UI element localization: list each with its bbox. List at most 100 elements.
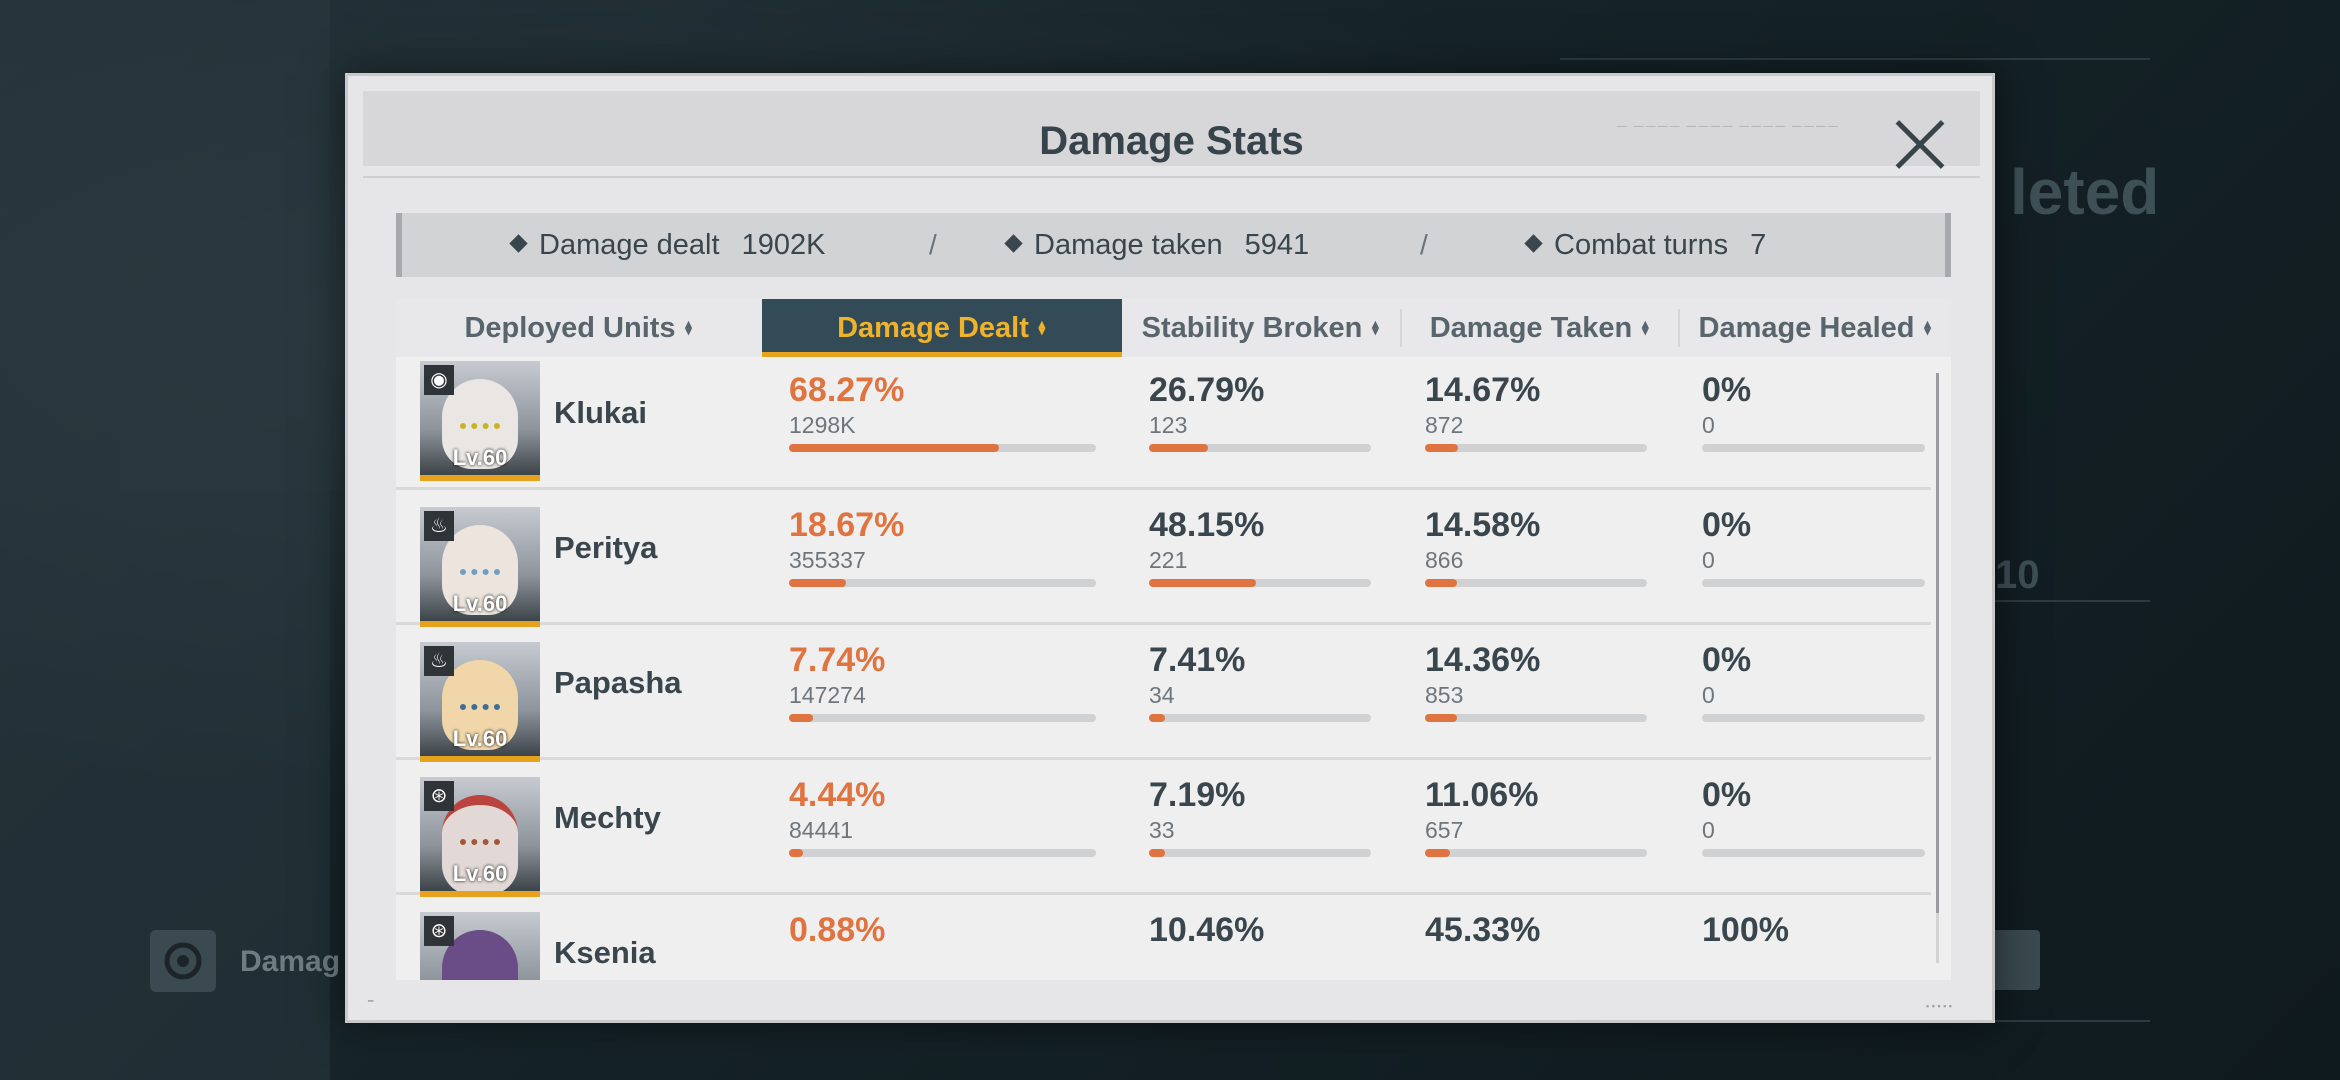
scrollbar-thumb[interactable] <box>1936 373 1939 913</box>
close-button[interactable] <box>1892 117 1948 173</box>
sort-icon: ▴ ▾ <box>1038 316 1046 338</box>
summary-label: Damage taken <box>1034 229 1223 261</box>
bar-fill <box>789 579 847 587</box>
summary-damage-dealt: Damage dealt 1902K <box>509 229 825 262</box>
column-header-deployed-units[interactable]: Deployed Units ▴ ▾ <box>396 299 762 357</box>
damage-healed-value: 0 <box>1702 682 1715 708</box>
stability-broken-cell: 10.46% <box>1149 911 1371 950</box>
sort-icon: ▴ ▾ <box>1372 316 1379 338</box>
corner-decoration: ▪ ▪ ▪ ▪ ▪ <box>1926 1001 1952 1011</box>
summary-label: Damage dealt <box>539 229 720 261</box>
damage-dealt-cell: 4.44% 84441 <box>789 776 1096 857</box>
damage-taken-bar <box>1425 444 1647 452</box>
diamond-icon <box>1004 234 1023 253</box>
damage-healed-value: 0 <box>1702 412 1715 438</box>
unit-level: Lv.60 <box>452 861 508 886</box>
damage-taken-value: 657 <box>1425 817 1464 843</box>
damage-taken-percent: 11.06% <box>1425 776 1539 814</box>
damage-stats-table: Deployed Units ▴ ▾ Damage Dealt ▴ ▾ Stabilit… <box>396 299 1951 980</box>
target-icon <box>164 942 202 980</box>
table-row-papasha[interactable]: ♨ Lv.60 Papasha 7.74% 147274 7.41% 34 14… <box>396 627 1931 762</box>
column-header-damage-taken[interactable]: Damage Taken ▴ ▾ <box>1402 299 1678 357</box>
stability-broken-bar <box>1149 444 1371 452</box>
stability-broken-cell: 7.41% 34 <box>1149 641 1371 722</box>
column-header-stability-broken[interactable]: Stability Broken ▴ ▾ <box>1122 299 1400 357</box>
damage-dealt-percent: 18.67% <box>789 506 905 544</box>
unit-portrait-peritya: ♨ Lv.60 <box>420 507 540 627</box>
table-row-peritya[interactable]: ♨ Lv.60 Peritya 18.67% 355337 48.15% 221… <box>396 492 1931 627</box>
damage-healed-bar <box>1702 579 1925 587</box>
damage-healed-percent: 0% <box>1702 371 1752 409</box>
table-row-klukai[interactable]: ◉ Lv.60 Klukai 68.27% 1298K 26.79% 123 1… <box>396 357 1931 490</box>
portrait-eyes <box>460 839 500 853</box>
sort-icon: ▴ ▾ <box>685 316 692 338</box>
background-status-text: leted <box>2010 156 2160 228</box>
unit-name: Ksenia <box>554 935 656 970</box>
damage-dealt-percent: 0.88% <box>789 911 886 949</box>
column-divider <box>1678 309 1680 347</box>
diamond-icon <box>509 234 528 253</box>
damage-dealt-value: 147274 <box>789 682 866 708</box>
flame-class-icon: ♨ <box>424 511 454 541</box>
damage-dealt-bar <box>789 579 1096 587</box>
sort-icon: ▴ ▾ <box>1642 316 1649 338</box>
damage-healed-bar <box>1702 714 1925 722</box>
damage-dealt-bar <box>789 849 1096 857</box>
stability-broken-bar <box>1149 849 1371 857</box>
unit-portrait-klukai: ◉ Lv.60 <box>420 361 540 481</box>
bar-fill <box>1425 849 1450 857</box>
damage-taken-cell: 14.67% 872 <box>1425 371 1647 452</box>
bar-fill <box>1149 579 1256 587</box>
damage-stats-button-label: Damag <box>240 945 341 978</box>
damage-healed-percent: 100% <box>1702 911 1789 949</box>
portrait-eyes <box>460 704 500 718</box>
column-header-damage-dealt[interactable]: Damage Dealt ▴ ▾ <box>762 299 1122 357</box>
bar-fill <box>789 849 803 857</box>
stability-broken-value: 34 <box>1149 682 1175 708</box>
bar-fill <box>1149 444 1209 452</box>
damage-taken-percent: 45.33% <box>1425 911 1541 949</box>
damage-taken-cell: 11.06% 657 <box>1425 776 1647 857</box>
damage-dealt-bar <box>789 714 1096 722</box>
damage-taken-value: 866 <box>1425 547 1464 573</box>
background-structure <box>0 0 330 1080</box>
support-class-icon: ⊛ <box>424 916 454 946</box>
flame-class-icon: ♨ <box>424 646 454 676</box>
stability-broken-percent: 10.46% <box>1149 911 1265 949</box>
table-row-ksenia[interactable]: ⊛ Ksenia 0.88% 10.46% 45.33% 100% <box>396 897 1931 980</box>
unit-name: Papasha <box>554 665 682 700</box>
damage-healed-cell: 0% 0 <box>1702 506 1925 587</box>
stability-broken-percent: 7.41% <box>1149 641 1246 679</box>
damage-stats-button[interactable] <box>150 930 216 992</box>
background-divider <box>1560 58 2150 60</box>
unit-level: Lv.60 <box>452 445 508 470</box>
table-scrollbar[interactable] <box>1936 373 1939 963</box>
table-body[interactable]: ◉ Lv.60 Klukai 68.27% 1298K 26.79% 123 1… <box>396 357 1951 980</box>
damage-dealt-cell: 18.67% 355337 <box>789 506 1096 587</box>
header-divider <box>363 176 1980 178</box>
column-header-label: Damage Taken <box>1429 312 1633 344</box>
damage-taken-percent: 14.36% <box>1425 641 1541 679</box>
damage-taken-percent: 14.58% <box>1425 506 1541 544</box>
damage-taken-cell: 14.58% 866 <box>1425 506 1647 587</box>
bar-fill <box>1425 444 1458 452</box>
damage-healed-percent: 0% <box>1702 506 1752 544</box>
summary-separator: / <box>1420 229 1428 260</box>
unit-portrait-ksenia: ⊛ <box>420 912 540 980</box>
table-row-mechty[interactable]: ⊛ Lv.60 Mechty 4.44% 84441 7.19% 33 11.0… <box>396 762 1931 897</box>
damage-healed-cell: 0% 0 <box>1702 641 1925 722</box>
stability-broken-value: 123 <box>1149 412 1188 438</box>
unit-name: Mechty <box>554 800 661 835</box>
unit-name: Klukai <box>554 395 648 430</box>
damage-healed-percent: 0% <box>1702 641 1752 679</box>
stability-broken-cell: 7.19% 33 <box>1149 776 1371 857</box>
dialog-header: Damage Stats — ———— ———— ———— ———— <box>363 91 1980 166</box>
table-header: Deployed Units ▴ ▾ Damage Dealt ▴ ▾ Stabilit… <box>396 299 1951 357</box>
stability-broken-bar <box>1149 714 1371 722</box>
damage-dealt-cell: 68.27% 1298K <box>789 371 1096 452</box>
stability-broken-value: 33 <box>1149 817 1175 843</box>
summary-damage-taken: Damage taken 5941 <box>1004 229 1309 262</box>
sort-icon: ▴ ▾ <box>1924 316 1931 338</box>
column-header-damage-healed[interactable]: Damage Healed ▴ ▾ <box>1680 299 1951 357</box>
damage-dealt-value: 355337 <box>789 547 866 573</box>
